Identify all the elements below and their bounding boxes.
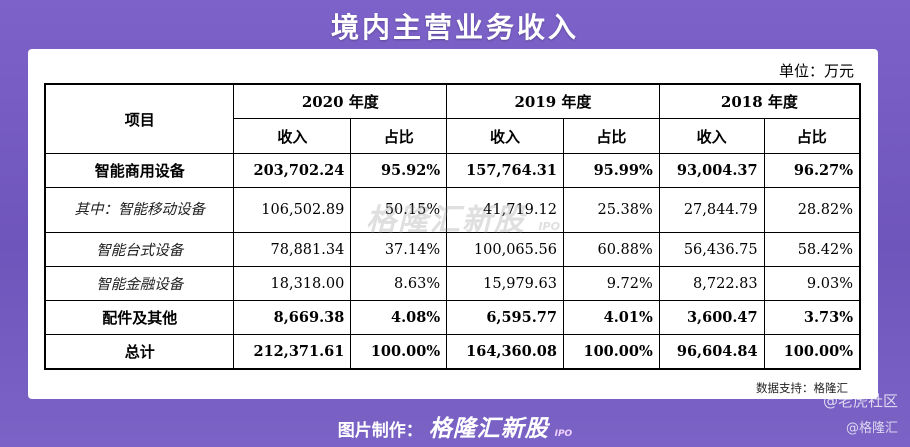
income-header: 收入 (658, 118, 765, 154)
cell-share: 100.00% (763, 334, 861, 370)
table-row: 配件及其他 8,669.38 4.08% 6,595.77 4.01% 3,60… (44, 300, 861, 335)
cell-income: 8,722.83 (658, 266, 765, 301)
row-label: 智能商用设备 (44, 153, 235, 188)
cell-share: 60.88% (562, 232, 660, 267)
cell-share: 95.92% (350, 153, 448, 188)
footer-brand: 格隆汇新股 (428, 416, 549, 442)
item-header: 项目 (44, 83, 235, 154)
source-note: 数据支持：格隆汇 (756, 381, 848, 395)
cell-income: 93,004.37 (658, 153, 765, 188)
corner-line-2: @格隆汇 (845, 421, 898, 436)
cell-share: 58.42% (763, 232, 861, 267)
year-header: 2019 年度 (446, 83, 660, 119)
table-row-total: 总计 212,371.61 100.00% 164,360.08 100.00%… (44, 334, 861, 370)
year-header: 2020 年度 (233, 83, 448, 119)
footer-label: 图片制作： (337, 421, 423, 441)
cell-share: 3.73% (763, 300, 861, 335)
cell-income: 203,702.24 (233, 153, 352, 188)
share-header: 占比 (350, 118, 448, 154)
income-header: 收入 (233, 118, 352, 154)
cell-income: 8,669.38 (233, 300, 352, 335)
cell-share: 100.00% (562, 334, 660, 370)
cell-share: 8.63% (350, 266, 448, 301)
cell-share: 4.01% (562, 300, 660, 335)
cell-income: 56,436.75 (658, 232, 765, 267)
table-row: 智能金融设备 18,318.00 8.63% 15,979.63 9.72% 8… (44, 266, 861, 301)
row-label: 总计 (44, 334, 235, 370)
cell-share: 9.03% (763, 266, 861, 301)
cell-share: 9.72% (562, 266, 660, 301)
page-title: 境内主营业务收入 (330, 11, 579, 44)
table-subheader-row: 收入 占比 收入 占比 收入 占比 (45, 118, 861, 154)
cell-income: 3,600.47 (658, 300, 765, 335)
row-label: 配件及其他 (44, 300, 235, 335)
share-header: 占比 (562, 118, 660, 154)
income-header: 收入 (446, 118, 564, 154)
cell-income: 164,360.08 (446, 334, 564, 370)
table-row: 智能商用设备 203,702.24 95.92% 157,764.31 95.9… (44, 153, 861, 188)
cell-share: 100.00% (350, 334, 448, 370)
cell-income: 96,604.84 (658, 334, 765, 370)
cell-share: 95.99% (562, 153, 660, 188)
table-row: 其中：智能移动设备 106,502.89 50.15% 41,719.12 25… (44, 187, 861, 233)
cell-income: 78,881.34 (233, 232, 352, 267)
cell-share: 96.27% (763, 153, 861, 188)
corner-watermark: @老虎社区 @格隆汇 (823, 385, 898, 445)
share-header: 占比 (763, 118, 861, 154)
footer: 图片制作： 格隆汇新股 IPO (0, 409, 910, 443)
cell-income: 106,502.89 (233, 187, 352, 233)
cell-income: 27,844.79 (658, 187, 765, 233)
footer-tag: IPO (554, 429, 573, 439)
cell-income: 212,371.61 (233, 334, 352, 370)
cell-income: 15,979.63 (446, 266, 564, 301)
row-label: 智能台式设备 (44, 232, 235, 267)
cell-income: 18,318.00 (233, 266, 352, 301)
cell-income: 6,595.77 (446, 300, 564, 335)
corner-line-1: @老虎社区 (822, 392, 898, 410)
cell-income: 41,719.12 (446, 187, 564, 233)
table-row: 智能台式设备 78,881.34 37.14% 100,065.56 60.88… (44, 232, 861, 267)
cell-share: 37.14% (350, 232, 448, 267)
unit-label: 单位：万元 (778, 62, 854, 80)
year-header: 2018 年度 (658, 83, 861, 119)
table-card: 单位：万元 项目 2020 年度 2019 年度 2018 年度 收入 占比 收… (28, 49, 878, 399)
revenue-table: 项目 2020 年度 2019 年度 2018 年度 收入 占比 收入 占比 收… (44, 83, 861, 370)
table-header-row: 项目 2020 年度 2019 年度 2018 年度 (44, 83, 861, 154)
row-label: 智能金融设备 (44, 266, 235, 301)
cell-share: 28.82% (763, 187, 861, 233)
row-label: 其中：智能移动设备 (44, 187, 235, 233)
cell-share: 50.15% (350, 187, 448, 233)
cell-share: 4.08% (350, 300, 448, 335)
cell-share: 25.38% (562, 187, 660, 233)
cell-income: 157,764.31 (446, 153, 564, 188)
cell-income: 100,065.56 (446, 232, 564, 267)
